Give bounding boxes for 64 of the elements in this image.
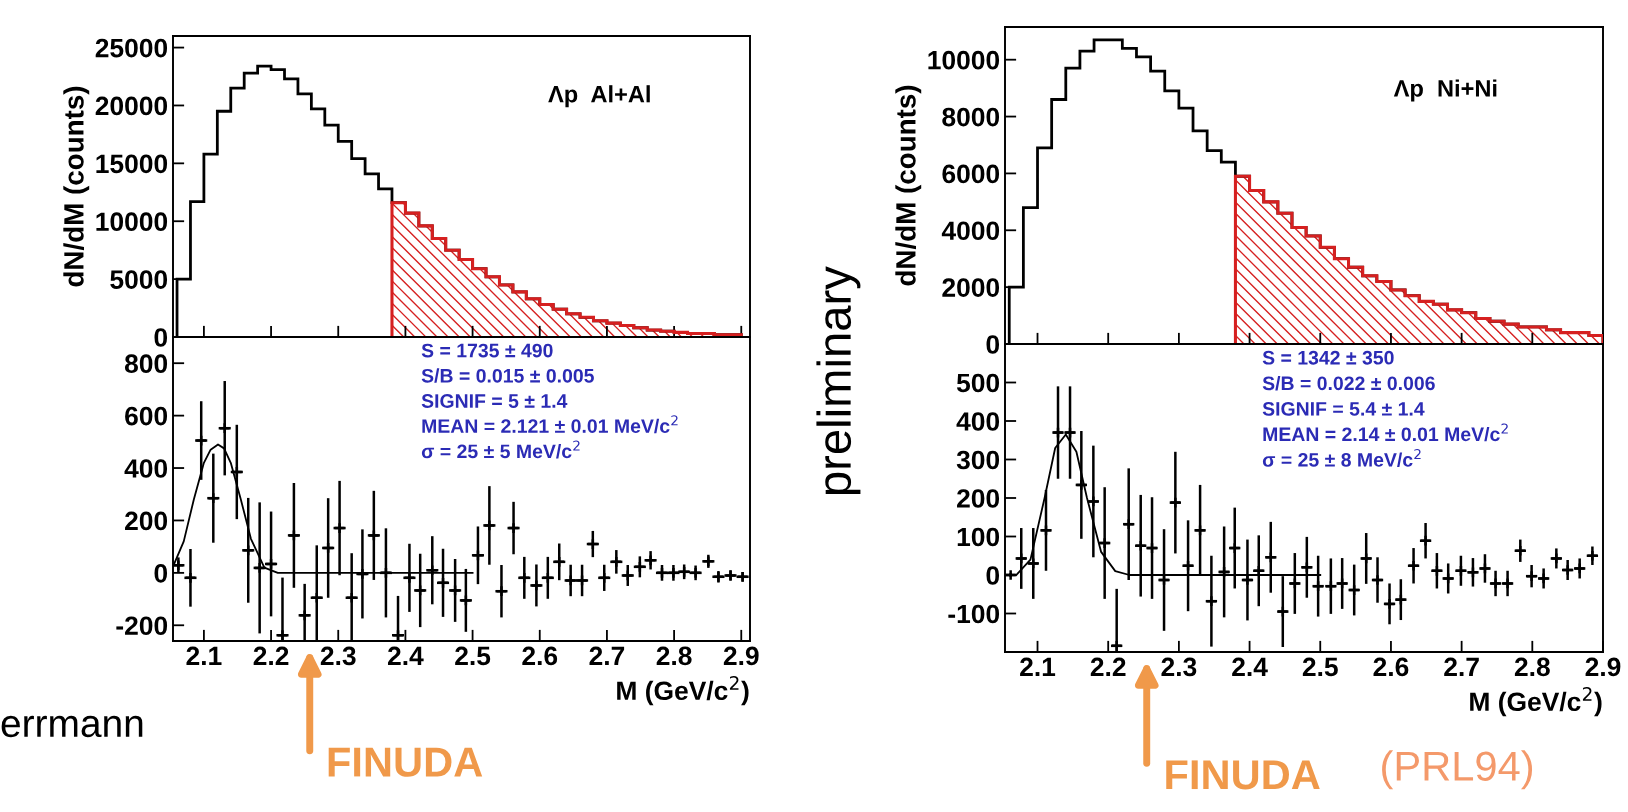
annotation: MEAN = 2.14 ± 0.01 MeV/c$^{2}$ [1263,423,1508,442]
x-tick-label: 2.2 [253,646,289,665]
annotation: MEAN = 2.121 ± 0.01 MeV/c$^{2}$ [422,415,678,434]
y-tick-label: 200 [957,489,1000,508]
x-tick-label: 2.3 [320,646,356,666]
annotation: σ = 25 ± 5 MeV/c$^{2}$ [421,440,580,459]
annotation: S = 1735 ± 490 [421,343,553,358]
x-tick-label: 2.1 [186,646,222,665]
y-tick-label: -100 [948,604,1000,624]
y-tick-label: 2000 [942,278,1000,297]
y-tick-label: 600 [125,406,168,426]
annotation: S = 1342 ± 350 [1262,350,1394,365]
y-tick-label: 10000 [96,212,168,232]
text: preliminary [816,266,861,495]
x-tick-label: 2.5 [1302,657,1338,677]
y-axis-title: dN/dM (counts) [895,85,922,286]
x-tick-label: 2.5 [455,646,491,666]
y-tick-label: 0 [154,328,168,347]
x-tick-label: 2.1 [1020,657,1056,676]
text: (PRL94) [1382,750,1533,790]
y-tick-label: 6000 [942,164,1000,184]
x-tick-label: 2.3 [1161,657,1197,677]
x-tick-label: 2.6 [1373,657,1409,677]
y-tick-label: 25000 [95,38,168,58]
y-tick-label: 800 [124,354,168,374]
x-tick-label: 2.9 [1585,657,1621,677]
x-tick-label: 2.8 [1514,657,1550,677]
y-tick-label: 400 [124,459,168,478]
y-tick-label: 5000 [110,270,168,289]
y-tick-label: 10000 [928,50,1000,70]
x-tick-label: 2.8 [656,646,692,666]
annotation: S/B = 0.022 ± 0.006 [1262,375,1435,391]
y-tick-label: 500 [956,373,1000,393]
x-axis-title: M (GeV/c$^{2}$) [617,676,749,706]
y-tick-label: -200 [116,616,168,636]
x-tick-label: 2.4 [1232,657,1268,676]
annotation: S/B = 0.015 ± 0.005 [421,368,594,383]
y-tick-label: 400 [956,412,1000,431]
y-tick-label: 8000 [942,107,1000,127]
y-tick-label: 300 [956,450,1000,470]
annotation: Λp Ni+Ni [1393,79,1497,102]
annotation: σ = 25 ± 8 MeV/c$^{2}$ [1262,448,1421,467]
annotation: Λp Al+Al [548,85,650,108]
x-tick-label: 2.9 [723,646,759,666]
y-tick-label: 100 [957,527,1000,547]
x-axis-title: M (GeV/c$^{2}$) [1470,687,1602,717]
x-tick-label: 2.4 [387,646,424,665]
y-tick-label: 200 [125,511,168,531]
y-tick-label: 15000 [96,154,168,174]
x-tick-label: 2.7 [1444,657,1479,676]
y-tick-label: 0 [154,564,168,583]
y-tick-label: 0 [986,566,1000,585]
annotation: SIGNIF = 5.4 ± 1.4 [1262,401,1425,416]
y-tick-label: 20000 [95,96,168,116]
x-tick-label: 2.7 [589,646,625,665]
x-tick-label: 2.2 [1090,657,1126,676]
x-tick-label: 2.6 [522,646,558,666]
annotation: SIGNIF = 5 ± 1.4 [421,394,568,408]
y-axis-title: dN/dM (counts) [63,86,90,287]
y-tick-label: 4000 [941,221,1000,241]
text: FINUDA [1166,760,1320,790]
y-tick-label: 0 [986,335,1000,354]
text: FINUDA [328,747,483,777]
text: errmann [1,715,143,738]
